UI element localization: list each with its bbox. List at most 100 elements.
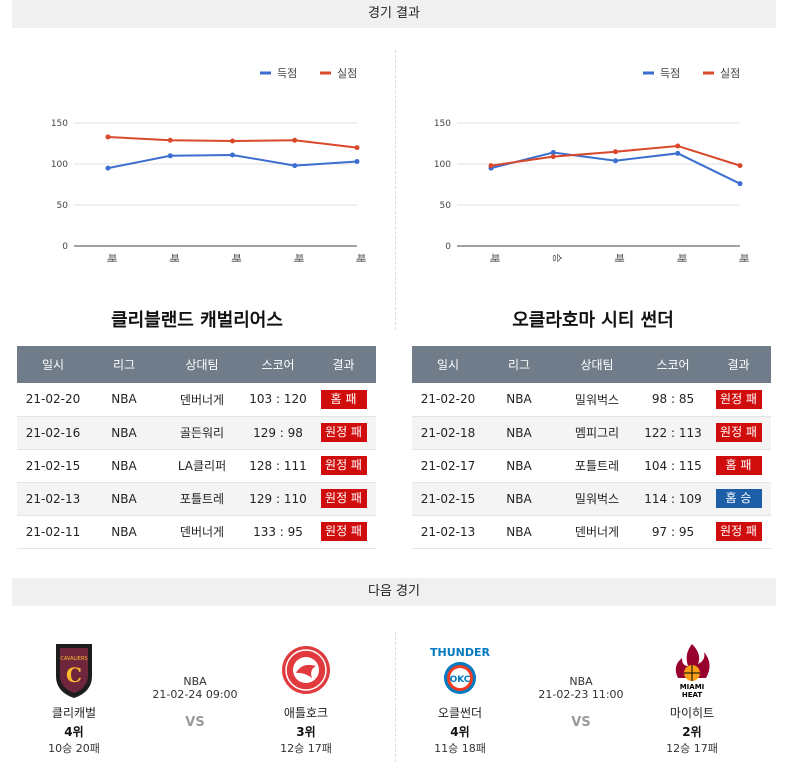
- vs-label: VS: [571, 715, 591, 730]
- svg-text:MIAMI: MIAMI: [680, 683, 705, 691]
- thunder-logo: THUNDER OKC: [430, 646, 490, 694]
- cell-score: 114 : 109: [640, 482, 706, 516]
- svg-text:C: C: [66, 663, 82, 687]
- column-header: 상대팀: [159, 346, 245, 383]
- cell-date: 21-02-20: [412, 383, 484, 417]
- cell-date: 21-02-15: [412, 482, 484, 516]
- table-row: 21-02-13 NBA 포틀트레 129 : 110 원정 패: [17, 482, 376, 516]
- chart-left-results: 득점 실점 0 50 100 150 패 패 패 패 패: [22, 50, 392, 275]
- data-point: [613, 149, 618, 155]
- home-team-rank: 4위: [64, 725, 84, 739]
- cell-date: 21-02-13: [17, 482, 89, 516]
- table-row: 21-02-17 NBA 포틀트레 104 : 115 홈 패: [412, 449, 771, 483]
- column-header: 상대팀: [554, 346, 640, 383]
- result-badge: 원정 패: [320, 456, 367, 475]
- result-badge: 원정 패: [320, 522, 367, 541]
- team-title-left: 클리블랜드 캐벌리어스: [111, 310, 283, 331]
- column-header: 리그: [89, 346, 159, 383]
- result-badge: 홈 패: [715, 456, 762, 475]
- x-tick-label: 패: [488, 253, 500, 262]
- x-tick-label: 승: [550, 253, 562, 262]
- table-row: 21-02-11 NBA 덴버너게 133 : 95 원정 패: [17, 515, 376, 549]
- away-team-record: 12승 17패: [280, 742, 332, 755]
- result-badge: 홈 승: [715, 489, 762, 508]
- cell-result: 원정 패: [311, 449, 376, 483]
- cell-league: NBA: [89, 482, 159, 516]
- cell-date: 21-02-18: [412, 416, 484, 450]
- cell-opponent: 밀워벅스: [554, 482, 640, 516]
- match-league: NBA: [183, 675, 207, 688]
- cell-score: 98 : 85: [640, 383, 706, 417]
- section-header-next-game: 다음 경기: [12, 578, 776, 606]
- cell-date: 21-02-16: [17, 416, 89, 450]
- cavaliers-logo: CAVALIERS C: [56, 644, 92, 698]
- data-point: [488, 163, 494, 169]
- data-point: [613, 158, 618, 164]
- result-badge: 원정 패: [715, 389, 762, 409]
- result-badge: 원정 패: [715, 423, 762, 442]
- table-row: 21-02-20 NBA 덴버너게 103 : 120 홈 패: [17, 383, 376, 417]
- cell-date: 21-02-20: [17, 383, 89, 417]
- away-team-name: 마이히트: [669, 706, 715, 720]
- svg-text:HEAT: HEAT: [682, 691, 703, 699]
- y-tick-label: 0: [445, 242, 451, 252]
- series-line-scored: [490, 151, 741, 185]
- cell-score: 103 : 120: [245, 383, 311, 417]
- data-point: [675, 150, 681, 156]
- home-team-record: 10승 20패: [48, 742, 100, 755]
- data-point: [167, 153, 173, 159]
- cell-opponent: 멤피그리: [554, 416, 640, 450]
- cell-opponent: 덴버너게: [159, 383, 245, 417]
- cell-league: NBA: [484, 416, 554, 450]
- y-tick-label: 50: [57, 201, 69, 211]
- cell-result: 원정 패: [311, 515, 376, 549]
- cell-league: NBA: [89, 383, 159, 417]
- home-team-rank: 4위: [450, 725, 470, 739]
- cell-score: 128 : 111: [245, 449, 311, 483]
- column-header: 결과: [311, 346, 376, 383]
- cell-score: 129 : 110: [245, 482, 311, 516]
- x-tick-label: 패: [292, 253, 304, 262]
- column-header: 일시: [412, 346, 484, 383]
- cell-score: 133 : 95: [245, 515, 311, 549]
- legend-label: 실점: [337, 67, 357, 80]
- data-point: [167, 137, 173, 143]
- chart-right-results: 득점 실점 0 50 100 150 패 승 패 패 패: [405, 50, 775, 275]
- table-header-row: 일시 리그 상대팀 스코어 결과: [412, 346, 771, 383]
- cell-score: 97 : 95: [640, 515, 706, 549]
- home-team: CAVALIERS C 클리캐벌 4위 10승 20패: [24, 640, 124, 756]
- line-chart-left: 득점 실점 0 50 100 150 패 패 패 패 패: [51, 67, 366, 263]
- y-tick-label: 150: [434, 119, 451, 129]
- away-team-name: 애틀호크: [283, 706, 329, 720]
- legend-label: 득점: [277, 67, 297, 80]
- x-tick-label: 패: [354, 253, 366, 262]
- cell-opponent: LA클리퍼: [159, 449, 245, 483]
- svg-text:THUNDER: THUNDER: [430, 646, 490, 659]
- column-header: 일시: [17, 346, 89, 383]
- cell-opponent: 포틀트레: [554, 449, 640, 483]
- legend-label: 실점: [720, 67, 740, 80]
- next-match-right: THUNDER OKC 오클썬더 4위 11승 18패 NBA 21-02-23…: [410, 640, 750, 765]
- cell-result: 원정 패: [706, 515, 771, 549]
- y-tick-label: 50: [440, 201, 452, 211]
- home-team-name: 오클썬더: [437, 706, 483, 720]
- match-datetime: 21-02-23 11:00: [538, 688, 624, 701]
- cell-date: 21-02-15: [17, 449, 89, 483]
- away-team-rank: 3위: [296, 725, 316, 739]
- column-header: 스코어: [245, 346, 311, 383]
- match-league: NBA: [569, 675, 593, 688]
- away-team: MIAMI HEAT 마이히트 2위 12승 17패: [642, 640, 742, 756]
- cell-league: NBA: [484, 383, 554, 417]
- data-point: [550, 154, 556, 160]
- data-point: [550, 150, 556, 156]
- hawks-logo: [282, 646, 330, 694]
- table-row: 21-02-13 NBA 덴버너게 97 : 95 원정 패: [412, 515, 771, 549]
- heat-logo: MIAMI HEAT: [675, 644, 710, 699]
- result-badge: 원정 패: [320, 489, 367, 508]
- cell-result: 홈 패: [706, 449, 771, 483]
- x-tick-label: 패: [613, 253, 625, 262]
- match-info: NBA 21-02-23 11:00 VS: [520, 675, 642, 730]
- away-team-record: 12승 17패: [666, 742, 718, 755]
- cell-score: 104 : 115: [640, 449, 706, 483]
